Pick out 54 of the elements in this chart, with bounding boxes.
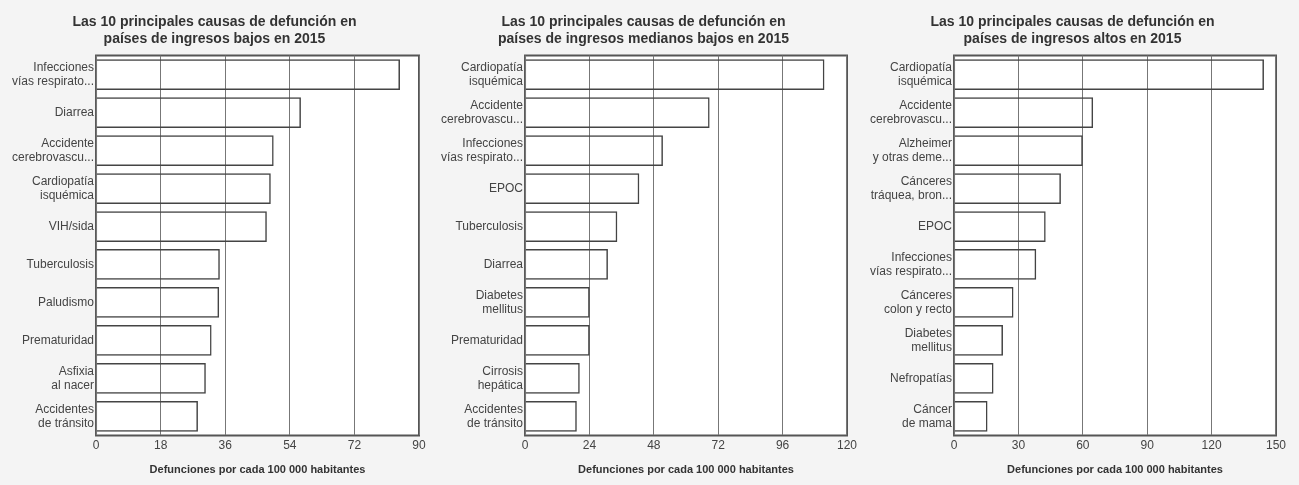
y-tick-label: Diabetes mellitus (475, 287, 524, 316)
x-tick-label: 72 (711, 437, 726, 452)
y-tick-label: Cardiopatía isquémica (889, 59, 953, 89)
x-tick-label: 150 (1265, 437, 1287, 452)
y-tick-label: EPOC (918, 218, 953, 233)
y-tick-label: Diarrea (54, 104, 95, 119)
x-tick-label: 96 (775, 437, 790, 452)
y-tick-label: Nefropatías (889, 370, 953, 385)
y-tick-label: Prematuridad (450, 332, 524, 347)
y-tick-label: Tuberculosis (26, 256, 95, 271)
y-tick-label: Alzheimer y otras deme... (872, 135, 953, 165)
y-tick-label: Infecciones vías respirato... (441, 135, 524, 165)
x-tick-label: 0 (521, 437, 529, 452)
x-tick-label: 0 (950, 437, 958, 452)
x-tick-label: 24 (582, 437, 597, 452)
x-tick-label: 120 (836, 437, 858, 452)
y-tick-label: Tuberculosis (455, 218, 524, 233)
x-tick-label: 90 (412, 437, 426, 452)
x-tick-label: 72 (347, 437, 362, 452)
y-tick-label: Accidentes de tránsito (35, 401, 95, 430)
y-tick-label: Diabetes mellitus (904, 325, 953, 354)
y-tick-label: Asfixia al nacer (51, 363, 95, 392)
y-tick-label: Cánceres colon y recto (883, 287, 953, 316)
y-tick-label: VIH/sida (48, 218, 95, 233)
x-tick-label: 60 (1076, 437, 1090, 452)
x-tick-label: 18 (153, 437, 168, 452)
x-tick-label: 30 (1011, 437, 1026, 452)
x-axis-title: Defunciones por cada 100 000 habitantes (1007, 463, 1223, 476)
x-tick-label: 54 (283, 437, 297, 452)
y-tick-label: Infecciones vías respirato... (870, 249, 953, 278)
y-tick-label: Infecciones vías respirato... (12, 59, 95, 89)
chart-title: Las 10 principales causas de defunción en países de ingresos bajos en 2015 (72, 13, 357, 47)
y-tick-label: Accidente cerebrovascu... (440, 97, 524, 127)
chart-title: Las 10 principales causas de defunción en países de ingresos altos en 2015 (930, 13, 1215, 47)
x-tick-label: 36 (218, 437, 233, 452)
y-tick-label: Accidentes de tránsito (464, 401, 524, 430)
y-tick-label: EPOC (489, 180, 524, 195)
y-tick-label: Prematuridad (21, 332, 95, 347)
y-tick-label: Accidente cerebrovascu... (869, 97, 953, 127)
y-tick-label: Paludismo (38, 294, 95, 309)
y-tick-label: Cardiopatía isquémica (31, 173, 95, 203)
chart-title: Las 10 principales causas de defunción en países de ingresos medianos bajos en 2015 (497, 13, 790, 47)
y-tick-label: Cirrosis hepática (477, 363, 524, 392)
x-axis-title: Defunciones por cada 100 000 habitantes (149, 463, 366, 476)
y-tick-label: Cánceres tráquea, bron... (870, 173, 953, 203)
y-tick-label: Accidente cerebrovascu... (11, 135, 95, 165)
x-tick-label: 120 (1201, 437, 1222, 452)
x-axis-title: Defunciones por cada 100 000 habitantes (578, 463, 794, 476)
y-tick-label: Diarrea (483, 256, 524, 271)
x-tick-label: 0 (92, 437, 100, 452)
y-tick-label: Cáncer de mama (902, 401, 953, 430)
y-tick-label: Cardiopatía isquémica (460, 59, 524, 89)
x-tick-label: 90 (1140, 437, 1155, 452)
x-tick-label: 48 (647, 437, 661, 452)
